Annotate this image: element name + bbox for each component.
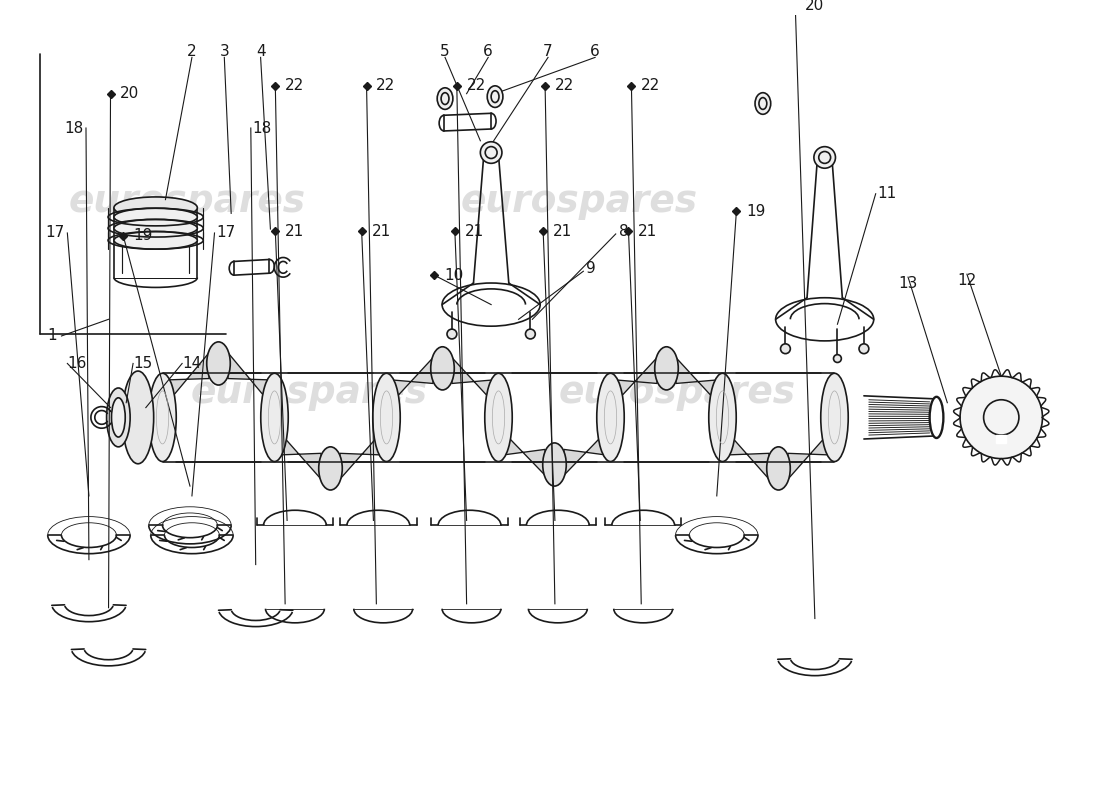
Text: 21: 21 (638, 223, 658, 238)
Ellipse shape (708, 374, 736, 462)
Circle shape (960, 376, 1043, 458)
Text: 6: 6 (483, 44, 493, 59)
Circle shape (447, 329, 456, 339)
Polygon shape (452, 358, 494, 402)
Ellipse shape (491, 90, 499, 102)
Text: 22: 22 (641, 78, 660, 94)
Ellipse shape (373, 374, 400, 462)
Ellipse shape (207, 342, 230, 385)
Ellipse shape (431, 346, 454, 390)
Ellipse shape (821, 374, 848, 462)
Text: 22: 22 (376, 78, 396, 94)
Text: 22: 22 (554, 78, 574, 94)
Text: 4: 4 (256, 44, 265, 59)
Ellipse shape (114, 231, 197, 249)
Text: 16: 16 (67, 356, 87, 371)
Ellipse shape (759, 98, 767, 110)
Polygon shape (615, 358, 657, 402)
Text: eurospares: eurospares (191, 375, 428, 411)
Circle shape (834, 354, 842, 362)
Text: 2: 2 (187, 44, 197, 59)
Text: 20: 20 (805, 0, 824, 13)
Text: 21: 21 (372, 223, 390, 238)
Ellipse shape (437, 88, 453, 110)
Ellipse shape (122, 371, 154, 464)
Ellipse shape (481, 142, 502, 163)
Text: eurospares: eurospares (461, 183, 698, 219)
Ellipse shape (114, 197, 197, 218)
Text: 17: 17 (45, 226, 65, 241)
Polygon shape (392, 358, 433, 402)
Ellipse shape (487, 86, 503, 107)
Ellipse shape (441, 93, 449, 105)
Polygon shape (504, 432, 546, 475)
Ellipse shape (107, 388, 130, 447)
Text: eurospares: eurospares (559, 375, 796, 411)
Polygon shape (340, 432, 382, 479)
Text: eurospares: eurospares (68, 183, 306, 219)
Text: 7: 7 (543, 44, 553, 59)
Polygon shape (727, 432, 769, 479)
Ellipse shape (114, 219, 197, 237)
Ellipse shape (261, 374, 288, 462)
Text: 22: 22 (285, 78, 305, 94)
Polygon shape (228, 353, 270, 402)
Ellipse shape (597, 374, 624, 462)
Text: 21: 21 (553, 223, 572, 238)
Text: 21: 21 (285, 223, 305, 238)
Ellipse shape (767, 447, 790, 490)
Text: 1: 1 (47, 329, 57, 343)
Text: 18: 18 (253, 121, 272, 135)
Text: 8: 8 (619, 223, 628, 238)
Text: 20: 20 (120, 86, 140, 101)
Text: 3: 3 (219, 44, 229, 59)
Ellipse shape (148, 374, 176, 462)
Text: 18: 18 (65, 121, 84, 135)
Text: 14: 14 (183, 356, 201, 371)
Circle shape (781, 344, 790, 354)
Circle shape (983, 400, 1019, 435)
Text: 19: 19 (746, 204, 766, 219)
Circle shape (859, 344, 869, 354)
Ellipse shape (814, 146, 836, 168)
Polygon shape (788, 432, 829, 479)
Ellipse shape (114, 208, 197, 226)
Text: 9: 9 (586, 261, 596, 276)
Ellipse shape (485, 374, 513, 462)
Ellipse shape (319, 447, 342, 490)
Ellipse shape (654, 346, 679, 390)
Text: 5: 5 (440, 44, 450, 59)
Ellipse shape (542, 443, 566, 486)
Text: 12: 12 (957, 273, 977, 287)
Circle shape (526, 329, 536, 339)
Ellipse shape (755, 93, 771, 114)
Text: 19: 19 (133, 229, 153, 243)
Polygon shape (675, 358, 717, 402)
Text: 15: 15 (133, 356, 153, 371)
Text: 6: 6 (591, 44, 600, 59)
Text: 11: 11 (878, 186, 896, 202)
Text: 17: 17 (217, 226, 235, 241)
Polygon shape (167, 353, 209, 402)
Ellipse shape (111, 398, 125, 437)
Text: 13: 13 (899, 275, 917, 290)
Polygon shape (279, 432, 321, 479)
Ellipse shape (485, 146, 497, 158)
Polygon shape (564, 432, 606, 475)
Text: 22: 22 (466, 78, 486, 94)
Text: 21: 21 (464, 223, 484, 238)
Text: 10: 10 (444, 268, 463, 282)
Polygon shape (997, 435, 1006, 443)
Ellipse shape (818, 151, 830, 163)
